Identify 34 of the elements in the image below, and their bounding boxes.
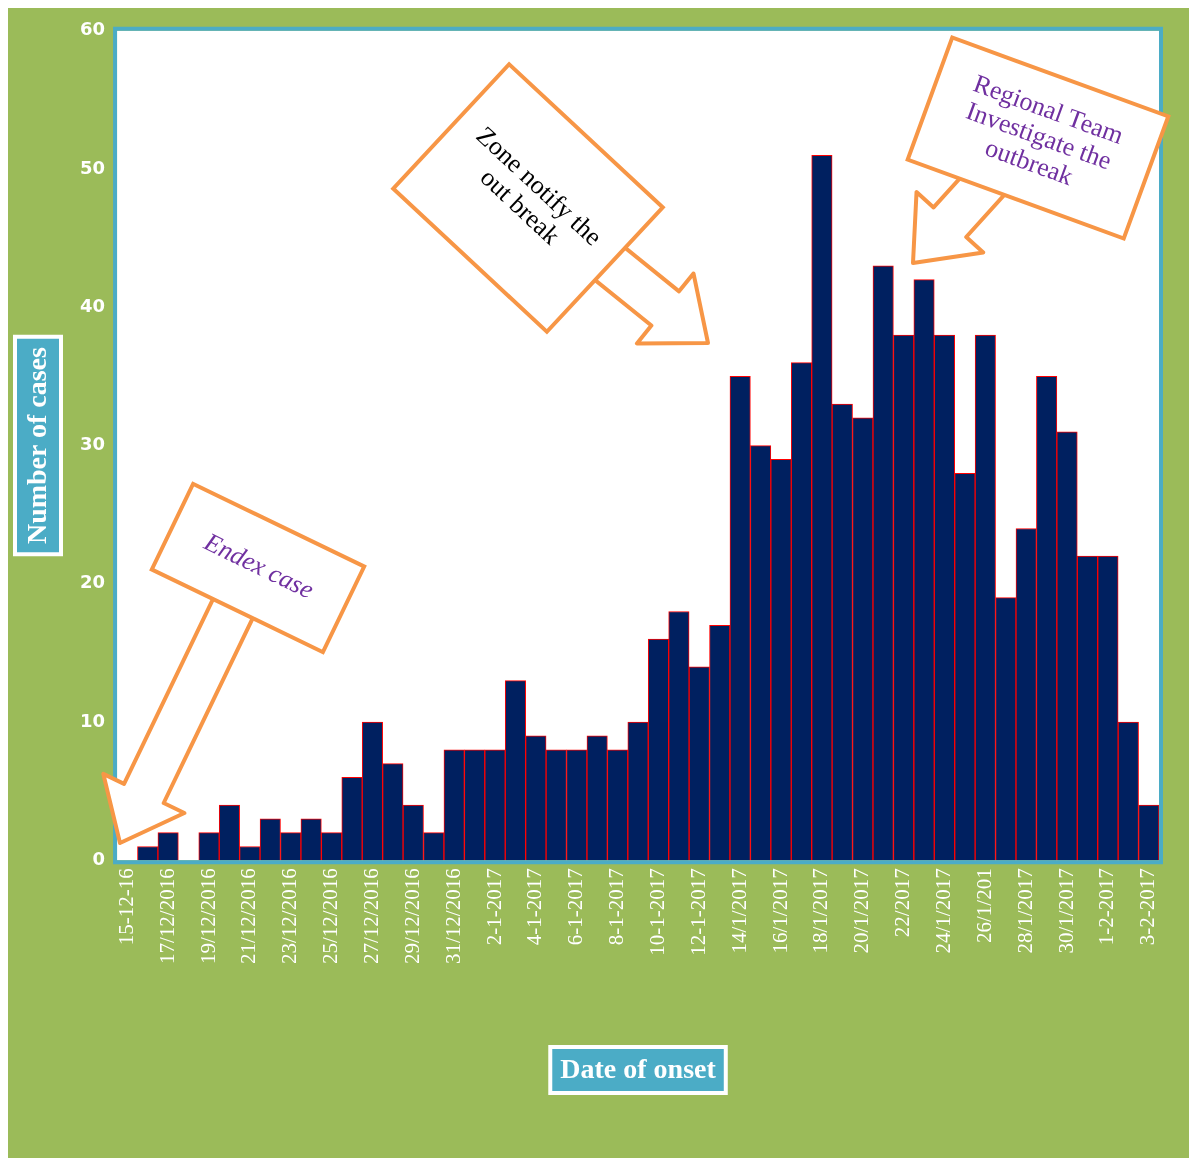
- x-tick-label: 23/12/2016: [277, 868, 302, 964]
- x-tick-label: 26/1/201: [971, 868, 996, 943]
- x-tick-label: 17/12/2016: [154, 868, 179, 964]
- x-tick-label: 8-1-2017: [604, 868, 629, 946]
- x-tick-label: 18/1/2017: [808, 868, 833, 954]
- x-tick-label: 25/12/2016: [318, 868, 343, 964]
- x-tick-label: 24/1/2017: [931, 868, 955, 954]
- x-tick-label: 28/1/2017: [1012, 868, 1037, 954]
- x-tick-label: 29/12/2016: [399, 868, 424, 964]
- x-axis-title: Date of onset: [560, 1053, 717, 1085]
- y-axis-title: Number of cases: [21, 346, 53, 545]
- x-tick-label: 4-1-2017: [522, 868, 547, 946]
- x-tick-label: 10-1-2017: [644, 868, 669, 956]
- y-tick-label: 40: [79, 294, 106, 316]
- x-tick-label: 6-1-2017: [563, 868, 588, 946]
- x-tick-label: 31/12/2016: [440, 868, 465, 964]
- y-tick-label: 50: [79, 156, 106, 178]
- x-tick-label: 12-1-2017: [685, 868, 710, 956]
- x-tick-label: 19/12/2016: [195, 868, 220, 964]
- y-tick-label: 30: [79, 433, 106, 455]
- x-tick-label: 2-1-2017: [481, 868, 506, 946]
- y-tick-label: 60: [79, 18, 106, 40]
- x-tick-label: 27/12/2016: [358, 868, 383, 964]
- x-tick-label: 21/12/2016: [236, 868, 261, 964]
- x-tick-label: 20/1/2017: [849, 868, 874, 954]
- x-tick-label: 30/1/2017: [1053, 868, 1078, 954]
- x-tick-label: 22/2017: [890, 868, 915, 938]
- x-tick-label: 14/1/2017: [726, 868, 751, 954]
- annotation: Endex case: [198, 526, 319, 605]
- x-tick-label: 3-2-2017: [1135, 868, 1160, 946]
- x-tick-label: 1-2-2017: [1094, 868, 1119, 946]
- y-tick-label: 0: [92, 848, 106, 869]
- x-tick-label: 16/1/2017: [767, 868, 792, 954]
- x-tick-label: 15-12-16: [113, 868, 138, 946]
